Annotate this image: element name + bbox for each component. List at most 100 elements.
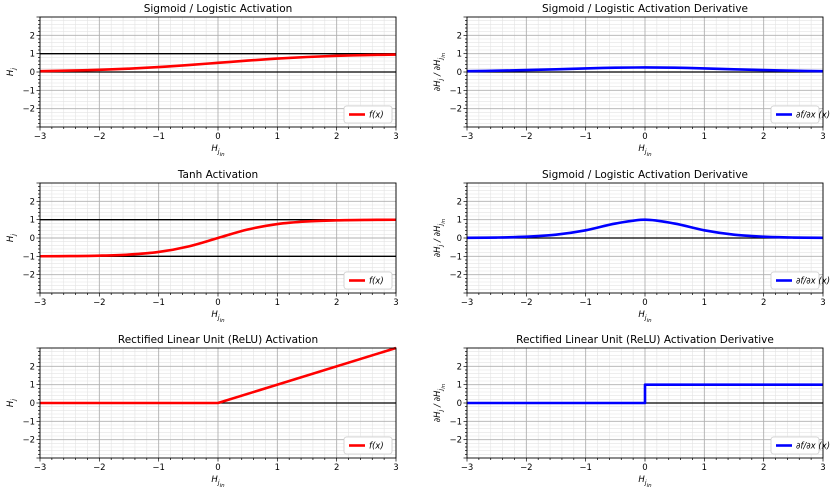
x-tick-label: 1: [275, 132, 280, 142]
x-tick-label: −1: [152, 298, 165, 308]
series-line: [39, 53, 397, 73]
chart-title: Rectified Linear Unit (ReLU) Activation: [118, 334, 318, 346]
legend-box: [770, 271, 820, 290]
x-tick-label: 3: [393, 463, 398, 473]
chart-title: Sigmoid / Logistic Activation: [144, 3, 293, 15]
x-tick-label: −2: [93, 298, 106, 308]
x-tick-label: −3: [34, 298, 47, 308]
legend-label: ∂f/∂x (x): [796, 111, 830, 121]
legend-box: [343, 105, 393, 124]
legend-label: ∂f/∂x (x): [796, 442, 830, 452]
x-tick-label: 1: [702, 463, 707, 473]
x-tick-label: −3: [34, 132, 47, 142]
x-tick-label: 0: [215, 132, 220, 142]
chart-panel-1: −3 −2 −1 0 1 2 3 −2 −1 0 1 2 Sigmoid / Logistic Acti…: [6, 3, 399, 158]
series-line: [40, 346, 397, 405]
chart-panel-4: −3 −2 −1 0 1 2 3 −2 −1 0 1 2 Sigmoid / Logistic Acti…: [433, 169, 830, 324]
legend-label: f(x): [369, 442, 384, 452]
x-tick-label: 1: [275, 298, 280, 308]
x-tick-label: 0: [642, 298, 647, 308]
y-tick-label: 0: [457, 399, 462, 409]
chart-panel-3: −3 −2 −1 0 1 2 3 −2 −1 0 1 2 Tanh Activation Hjin Hj f(…: [6, 169, 399, 324]
legend-box: [343, 436, 393, 455]
x-axis-label: Hjin: [211, 310, 225, 324]
x-tick-label: −2: [520, 463, 533, 473]
chart-title: Sigmoid / Logistic Activation Derivative: [542, 3, 748, 15]
chart-panel-2: −3 −2 −1 0 1 2 3 −2 −1 0 1 2 Sigmoid / Logistic Acti…: [433, 3, 830, 158]
chart-panel-6: −3 −2 −1 0 1 2 3 −2 −1 0 1 2 Rectified Linear Unit (…: [433, 334, 830, 489]
y-tick-label: −2: [22, 105, 35, 115]
series-line: [466, 218, 824, 240]
y-tick-label: −1: [22, 252, 35, 262]
chart-title: Rectified Linear Unit (ReLU) Activation …: [516, 334, 774, 346]
x-tick-label: 2: [761, 298, 766, 308]
x-tick-label: 1: [702, 132, 707, 142]
x-tick-label: −2: [520, 132, 533, 142]
series-line: [467, 383, 823, 405]
y-tick-label: −2: [449, 271, 462, 281]
y-axis-label: Hj: [6, 399, 18, 407]
x-tick-label: −2: [93, 132, 106, 142]
x-axis-label: Hjin: [638, 310, 652, 324]
y-tick-label: 0: [457, 68, 462, 78]
legend-box: [770, 436, 820, 455]
y-tick-label: 2: [457, 362, 462, 372]
y-tick-label: 0: [457, 234, 462, 244]
x-tick-label: −3: [34, 463, 47, 473]
legend-box: [770, 105, 820, 124]
y-axis-label: Hj: [6, 234, 18, 242]
x-tick-label: −1: [579, 463, 592, 473]
chart-panel-5: −3 −2 −1 0 1 2 3 −2 −1 0 1 2 Rectified Linear Unit (…: [6, 334, 399, 489]
legend-label: f(x): [369, 111, 384, 121]
y-axis-label: Hj: [6, 68, 18, 76]
y-tick-label: −1: [22, 86, 35, 96]
y-tick-label: 0: [30, 68, 35, 78]
x-tick-label: 2: [761, 132, 766, 142]
y-tick-label: 2: [457, 31, 462, 41]
x-axis-label: Hjin: [211, 475, 225, 489]
y-tick-label: 2: [457, 197, 462, 207]
x-tick-label: 1: [702, 298, 707, 308]
y-tick-label: −1: [449, 86, 462, 96]
y-tick-label: −2: [449, 436, 462, 446]
x-tick-label: 2: [334, 298, 339, 308]
y-tick-label: −2: [22, 271, 35, 281]
y-tick-label: 1: [30, 381, 35, 391]
y-tick-label: −2: [449, 105, 462, 115]
chart-title: Sigmoid / Logistic Activation Derivative: [542, 169, 748, 181]
x-tick-label: 3: [820, 298, 825, 308]
x-tick-label: −3: [461, 463, 474, 473]
x-tick-label: 3: [820, 132, 825, 142]
x-tick-label: 2: [334, 463, 339, 473]
series-line: [466, 66, 824, 73]
x-tick-label: 3: [820, 463, 825, 473]
x-tick-label: 0: [642, 132, 647, 142]
y-tick-label: 0: [30, 234, 35, 244]
x-axis-label: Hjin: [211, 144, 225, 158]
y-tick-label: 2: [30, 197, 35, 207]
legend-box: [343, 271, 393, 290]
legend-label: ∂f/∂x (x): [796, 277, 830, 287]
series-line: [39, 218, 397, 258]
x-tick-label: −3: [461, 298, 474, 308]
y-axis-label: ∂Hj / ∂Hjin: [433, 383, 447, 422]
x-tick-label: −2: [93, 463, 106, 473]
x-tick-label: −1: [152, 463, 165, 473]
y-tick-label: −2: [22, 436, 35, 446]
y-tick-label: −1: [22, 417, 35, 427]
chart-title: Tanh Activation: [177, 169, 258, 181]
x-tick-label: 3: [393, 298, 398, 308]
y-tick-label: 1: [30, 50, 35, 60]
x-tick-label: 1: [275, 463, 280, 473]
y-tick-label: 0: [30, 399, 35, 409]
y-tick-label: 1: [457, 50, 462, 60]
x-tick-label: −1: [152, 132, 165, 142]
x-tick-label: 0: [642, 463, 647, 473]
y-tick-label: −1: [449, 252, 462, 262]
y-tick-label: 2: [30, 31, 35, 41]
y-tick-label: 1: [457, 216, 462, 226]
legend-label: f(x): [369, 277, 384, 287]
x-tick-label: −2: [520, 298, 533, 308]
y-tick-label: 2: [30, 362, 35, 372]
